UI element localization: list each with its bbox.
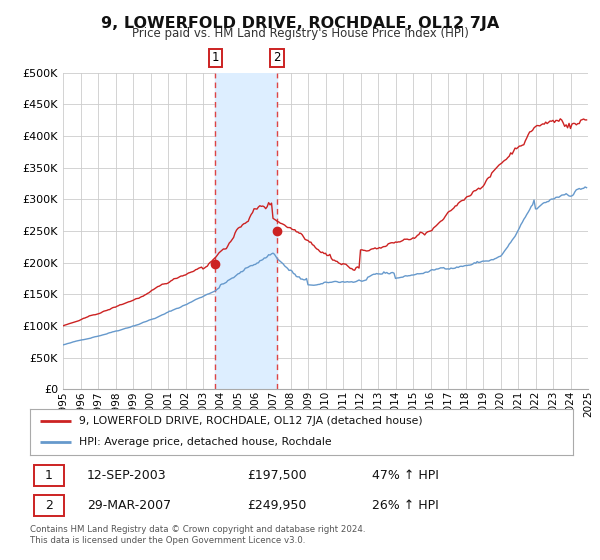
Text: £197,500: £197,500	[247, 469, 307, 482]
FancyBboxPatch shape	[34, 495, 64, 516]
Text: 47% ↑ HPI: 47% ↑ HPI	[372, 469, 439, 482]
Text: 2: 2	[45, 499, 53, 512]
Text: 9, LOWERFOLD DRIVE, ROCHDALE, OL12 7JA (detached house): 9, LOWERFOLD DRIVE, ROCHDALE, OL12 7JA (…	[79, 416, 422, 426]
Text: 29-MAR-2007: 29-MAR-2007	[87, 499, 171, 512]
Text: 1: 1	[45, 469, 53, 482]
Text: 26% ↑ HPI: 26% ↑ HPI	[372, 499, 439, 512]
Text: Price paid vs. HM Land Registry's House Price Index (HPI): Price paid vs. HM Land Registry's House …	[131, 27, 469, 40]
Text: 9, LOWERFOLD DRIVE, ROCHDALE, OL12 7JA: 9, LOWERFOLD DRIVE, ROCHDALE, OL12 7JA	[101, 16, 499, 31]
Text: £249,950: £249,950	[247, 499, 307, 512]
Text: Contains HM Land Registry data © Crown copyright and database right 2024.
This d: Contains HM Land Registry data © Crown c…	[30, 525, 365, 545]
Bar	[215, 73, 277, 389]
Text: 12-SEP-2003: 12-SEP-2003	[87, 469, 167, 482]
Text: HPI: Average price, detached house, Rochdale: HPI: Average price, detached house, Roch…	[79, 437, 331, 447]
Text: 1: 1	[212, 52, 219, 64]
Text: 2: 2	[274, 52, 281, 64]
FancyBboxPatch shape	[34, 465, 64, 486]
